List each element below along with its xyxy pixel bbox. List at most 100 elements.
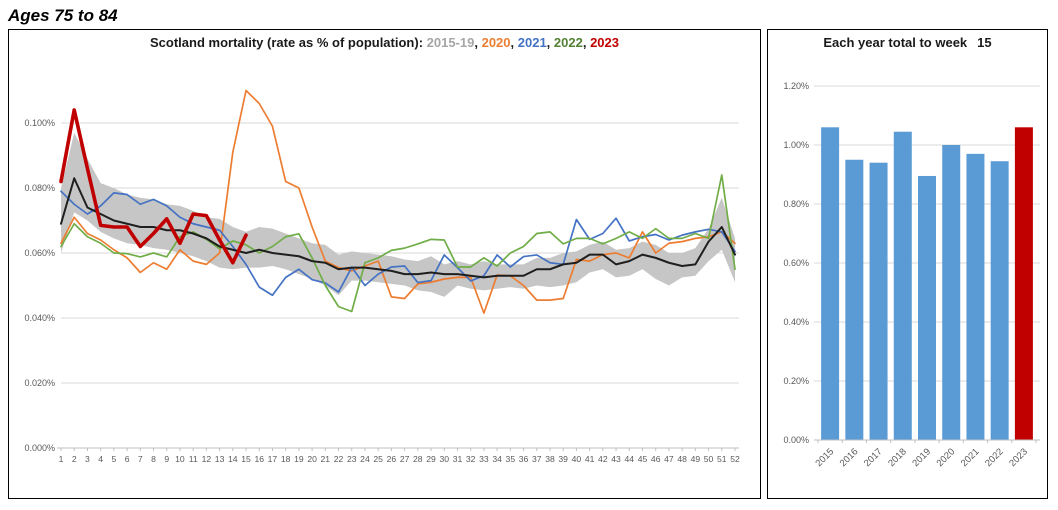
- x-tick-label: 33: [479, 454, 489, 464]
- title-segment: 2021: [517, 35, 547, 50]
- title-segment: ,: [582, 35, 591, 50]
- series-2020-line: [60, 89, 736, 314]
- x-tick-label: 40: [572, 454, 582, 464]
- x-tick-label: 2021: [959, 446, 982, 469]
- bar-chart-panel: Each year total to week 15 0.00% 0.20% 0.40…: [767, 29, 1048, 499]
- x-tick-label: 25: [373, 454, 383, 464]
- bar-chart: 0.00%0.20%0.40%0.60%0.80%1.00%1.20%2015 2…: [783, 81, 1040, 469]
- x-tick-label: 41: [585, 454, 595, 464]
- x-tick-label: 17: [268, 454, 278, 464]
- x-tick-label: 2: [72, 454, 77, 464]
- x-axis: 2015 2016 2017 2018 2019 2020 2021 2022 2023: [814, 439, 1040, 469]
- x-tick-label: 44: [624, 454, 634, 464]
- x-tick-label: 3: [85, 454, 90, 464]
- x-tick-label: 26: [387, 454, 397, 464]
- y-tick-label: 0.080%: [24, 183, 55, 193]
- x-tick-label: 35: [506, 454, 516, 464]
- title-segment: 2023: [590, 35, 619, 50]
- bar-2023: [1014, 127, 1033, 441]
- bar-chart-week-number: 15: [977, 35, 992, 50]
- y-tick-label: 0.040%: [24, 313, 55, 323]
- bar-chart-title: Each year total to week 15: [768, 30, 1047, 50]
- x-tick-label: 2018: [886, 446, 909, 469]
- x-tick-label: 11: [189, 454, 198, 464]
- bars: [821, 127, 1033, 441]
- x-tick-label: 21: [321, 454, 331, 464]
- x-tick-label: 23: [347, 454, 357, 464]
- x-tick-label: 2020: [935, 446, 958, 469]
- x-tick-label: 18: [281, 454, 291, 464]
- bar-2019: [918, 175, 936, 440]
- y-tick-label: 0.000%: [24, 443, 55, 453]
- x-tick-label: 2016: [838, 446, 861, 469]
- x-tick-label: 46: [651, 454, 661, 464]
- x-tick-label: 51: [717, 454, 727, 464]
- x-tick-label: 5: [111, 454, 116, 464]
- x-tick-label: 36: [519, 454, 529, 464]
- x-tick-label: 37: [532, 454, 542, 464]
- x-tick-label: 6: [125, 454, 130, 464]
- y-gridlines: 0.000% 0.020% 0.040% 0.060% 0.080% 0.100%: [24, 118, 739, 453]
- x-tick-label: 15: [241, 454, 251, 464]
- y-tick-label: 0.80%: [783, 199, 809, 209]
- page-title: Ages 75 to 84: [8, 6, 118, 25]
- x-tick-label: 12: [202, 454, 212, 464]
- x-tick-label: 2015: [814, 446, 837, 469]
- x-tick-label: 31: [453, 454, 463, 464]
- y-tick-label: 0.40%: [783, 317, 809, 327]
- y-tick-label: 1.00%: [783, 140, 809, 150]
- bar-2016: [845, 159, 864, 440]
- x-tick-label: 22: [334, 454, 344, 464]
- line-chart-panel: Scotland mortality (rate as % of populat…: [8, 29, 761, 499]
- x-tick-label: 2022: [983, 446, 1006, 469]
- x-tick-label: 43: [611, 454, 621, 464]
- x-tick-label: 34: [492, 454, 502, 464]
- x-tick-label: 10: [175, 454, 185, 464]
- x-tick-label: 13: [215, 454, 225, 464]
- x-axis: 1 2 3 4 5 6 7 8 9 10 11 12 13 14 15 16 17 18 19 20 21 22 23 24 2…: [57, 447, 740, 464]
- bar-2018: [893, 131, 912, 440]
- x-tick-label: 1: [59, 454, 64, 464]
- title-segment: 2015-19: [426, 35, 475, 50]
- x-tick-label: 8: [151, 454, 156, 464]
- series-2022-line: [60, 174, 736, 313]
- x-tick-label: 52: [730, 454, 740, 464]
- x-tick-label: 16: [254, 454, 264, 464]
- x-tick-label: 27: [400, 454, 410, 464]
- title-segment: 2022: [553, 35, 583, 50]
- x-tick-label: 28: [413, 454, 423, 464]
- title-segment: ,: [546, 35, 554, 50]
- y-tick-label: 0.20%: [783, 376, 809, 386]
- title-segment: ,: [510, 35, 518, 50]
- x-tick-label: 4: [98, 454, 103, 464]
- x-tick-label: 47: [664, 454, 674, 464]
- x-tick-label: 39: [558, 454, 568, 464]
- series-2021-line: [60, 190, 736, 297]
- x-tick-label: 42: [598, 454, 608, 464]
- chart-panels: Scotland mortality (rate as % of populat…: [0, 29, 1058, 499]
- line-chart-title: Scotland mortality (rate as % of populat…: [9, 30, 760, 50]
- bar-2015: [821, 127, 840, 441]
- x-tick-label: 2019: [910, 446, 933, 469]
- x-tick-label: 20: [307, 454, 317, 464]
- x-tick-label: 32: [466, 454, 476, 464]
- x-tick-label: 14: [228, 454, 238, 464]
- bar-2017: [869, 162, 888, 440]
- x-tick-label: 45: [638, 454, 648, 464]
- y-tick-label: 0.100%: [24, 118, 55, 128]
- x-tick-label: 49: [691, 454, 701, 464]
- line-chart: 0.000%0.020%0.040%0.060%0.080%0.100%1 2 3 4…: [24, 89, 740, 464]
- x-tick-label: 7: [138, 454, 143, 464]
- y-tick-label: 0.060%: [24, 248, 55, 258]
- x-tick-label: 24: [360, 454, 370, 464]
- title-segment: 2020: [481, 35, 511, 50]
- x-tick-label: 9: [164, 454, 169, 464]
- bar-2021: [966, 153, 985, 440]
- bar-2022: [990, 161, 1009, 440]
- series-2023-line: [59, 108, 248, 265]
- x-tick-label: 29: [426, 454, 436, 464]
- bar-2020: [942, 145, 961, 440]
- x-tick-label: 48: [677, 454, 687, 464]
- y-tick-label: 0.60%: [783, 258, 809, 268]
